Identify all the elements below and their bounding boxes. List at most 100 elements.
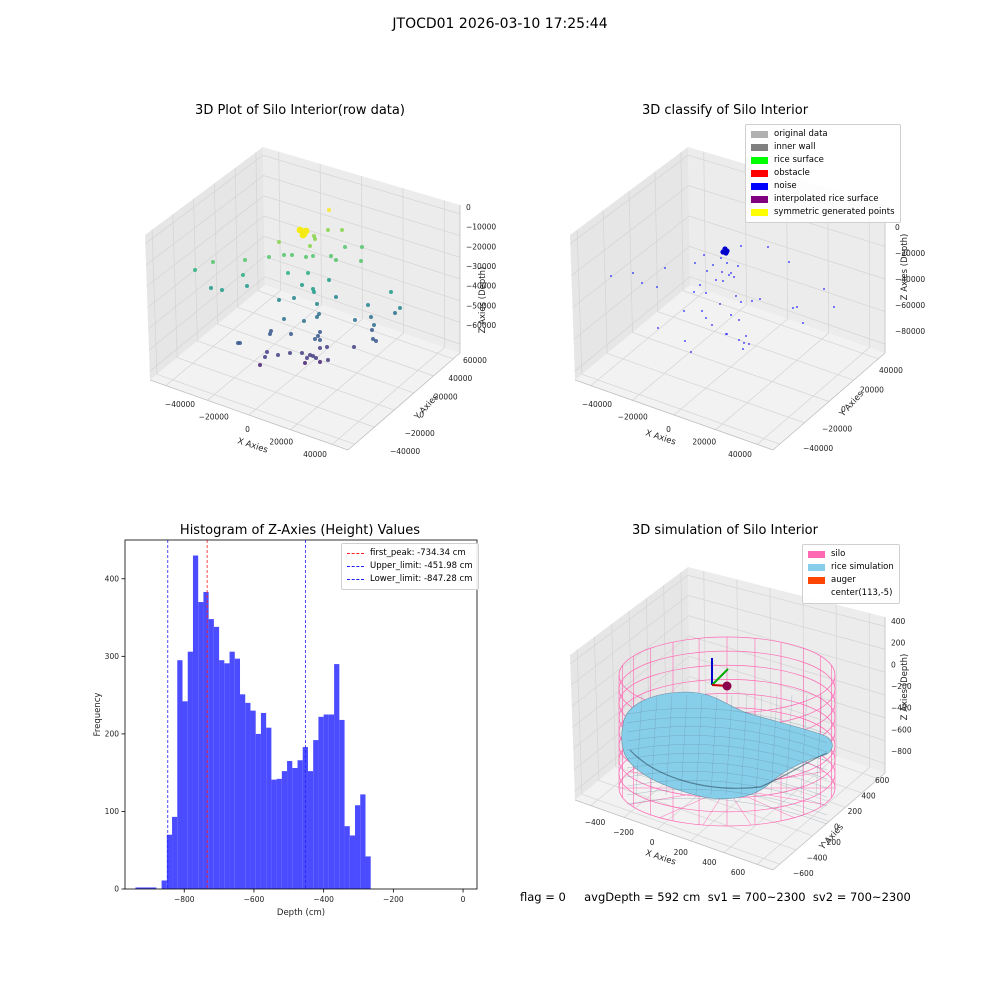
cls-gridline-z <box>573 245 886 340</box>
cls-x-tick-label: 40000 <box>728 450 752 459</box>
rice-mesh-line <box>650 694 658 796</box>
raw-data-point <box>300 351 304 355</box>
classify-legend-item: original data <box>751 128 895 141</box>
cls-gridline-x <box>673 175 788 416</box>
histogram-bar <box>213 626 220 889</box>
sim-x-axis-label: X Axies <box>644 848 677 867</box>
simulation-3d-plot: −400 −200 0 200 400 600 −600 −400 −200 0 200 400 600… <box>570 567 912 878</box>
rice-mesh-line <box>815 694 823 796</box>
cls-gridline-x <box>715 188 829 430</box>
raw-data-point <box>334 258 338 262</box>
raw-gridline-z <box>147 215 461 308</box>
cls-gridline-y <box>576 229 780 445</box>
cls-noise-point <box>641 282 643 284</box>
raw-data-point <box>286 271 290 275</box>
rice-mesh-line <box>626 753 828 780</box>
cls-y-tick-label: 0 <box>841 405 846 414</box>
cls-noise-cluster <box>723 250 729 256</box>
cls-x-axis-label: X Axies <box>644 428 677 447</box>
cls-noise-point <box>733 276 735 278</box>
raw-data-point <box>318 330 322 334</box>
sim-gridline-z <box>570 595 886 686</box>
cls-noise-point <box>796 306 798 308</box>
legend-label: silo <box>831 549 846 559</box>
simulation-legend-item: auger <box>808 574 894 587</box>
raw-y-axis-label: Y Axies <box>412 392 441 423</box>
raw-data-point <box>317 312 321 316</box>
legend-label: symmetric generated points <box>774 207 895 217</box>
rice-mesh-line <box>626 717 828 744</box>
histogram-bar <box>177 660 183 889</box>
simulation-legend-item: rice simulation <box>808 561 894 574</box>
raw-y-tick-label: −40000 <box>390 447 420 456</box>
raw-data-point <box>343 245 347 249</box>
histogram-x-tick-label: −400 <box>313 895 334 904</box>
raw-gridline-y <box>193 198 395 411</box>
raw-data-point <box>366 303 370 307</box>
raw-z-tick-label: −40000 <box>466 282 496 291</box>
legend-swatch <box>751 144 768 151</box>
cls-y-tick-label: −20000 <box>822 425 852 434</box>
rice-mesh-line <box>740 694 748 796</box>
legend-label: noise <box>774 181 797 191</box>
raw-data-point <box>318 346 322 350</box>
rice-mesh-line <box>626 771 828 798</box>
classify-plot-title: 3D classify of Silo Interior <box>641 103 809 118</box>
cls-noise-point <box>656 286 658 288</box>
histogram-bar <box>339 719 345 889</box>
auger-axis-y <box>711 668 729 686</box>
legend-label: auger <box>831 575 856 585</box>
histogram-bar <box>328 714 335 889</box>
cls-noise-point <box>742 348 744 350</box>
histogram-bar <box>219 660 225 889</box>
cls-noise-point <box>706 270 708 272</box>
raw-y-tick-label: 60000 <box>463 356 487 365</box>
raw-data-point <box>263 355 267 359</box>
raw-data-point <box>389 290 393 294</box>
histogram-bar <box>229 651 235 889</box>
raw-x-tick-label: 40000 <box>303 450 327 459</box>
cls-gridline-y <box>602 210 805 424</box>
simulation-legend: silo rice simulation auger center(113,-5) <box>802 544 900 604</box>
cls-gridline-y <box>654 171 854 381</box>
rice-mesh-line <box>785 694 793 796</box>
cls-noise-point <box>683 310 685 312</box>
legend-label: Lower_limit: -847.28 cm <box>370 574 473 584</box>
histogram-bar <box>360 794 366 889</box>
raw-data-point <box>369 315 373 319</box>
raw-data-point <box>277 240 281 244</box>
cls-noise-point <box>690 351 692 353</box>
cls-noise-point <box>788 261 790 263</box>
legend-swatch <box>751 170 768 177</box>
sim-gridline-z <box>570 574 886 664</box>
histogram-bar <box>224 663 230 889</box>
cls-noise-point <box>737 265 739 267</box>
raw-data-point <box>308 244 312 248</box>
rice-mesh-line <box>626 744 828 771</box>
sim-z-tick-label: 200 <box>891 639 906 648</box>
cls-noise-point <box>792 307 794 309</box>
raw-gridline-y <box>214 183 414 394</box>
cls-noise-point <box>730 272 732 274</box>
classify-legend-item: inner wall <box>751 141 895 154</box>
raw-data-point <box>292 296 296 300</box>
raw-data-point <box>371 337 375 341</box>
histogram-bar <box>323 714 329 889</box>
histogram-bar <box>302 747 308 889</box>
raw-data-point <box>267 255 271 259</box>
cls-x-tick-label: −40000 <box>582 400 612 409</box>
histogram-bar <box>287 761 293 889</box>
sim-gridline-y <box>594 636 797 851</box>
legend-swatch <box>751 157 768 164</box>
raw-y-tick-label: 20000 <box>434 392 458 401</box>
cls-noise-point <box>748 343 750 345</box>
sim-z-axis-label: Z Axies (Depth) <box>900 654 910 721</box>
raw-data-point <box>315 302 319 306</box>
raw-gridline-y <box>255 152 454 360</box>
raw-gridline-x <box>207 163 322 401</box>
raw-data-point <box>303 361 307 365</box>
cls-noise-point <box>699 284 701 286</box>
raw-data-point <box>353 318 357 322</box>
raw-x-tick-label: −40000 <box>165 400 195 409</box>
raw-gridline-z <box>146 195 461 287</box>
